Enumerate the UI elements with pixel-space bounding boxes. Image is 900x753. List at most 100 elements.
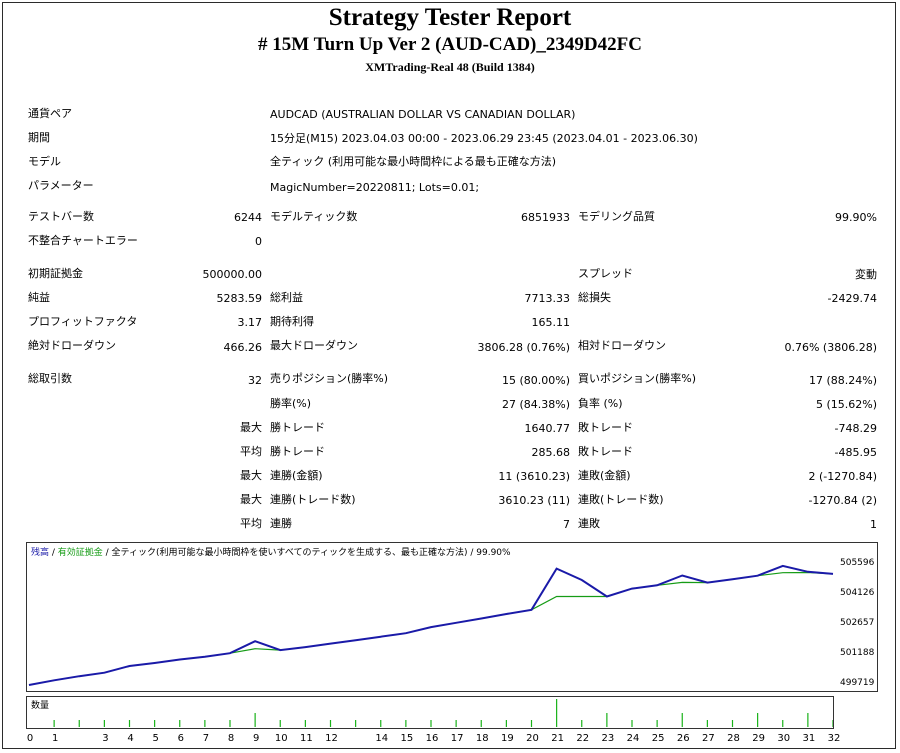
server-info: XMTrading-Real 48 (Build 1384) xyxy=(365,60,535,74)
max-drawdown-label: 最大ドローダウン xyxy=(270,339,358,352)
series-line-1 xyxy=(28,571,834,686)
avg-loss-value: -485.95 xyxy=(834,446,877,459)
abs-drawdown-value: 466.26 xyxy=(223,341,263,354)
params-label: パラメーター xyxy=(28,179,94,192)
avg-loss-label: 敗トレード xyxy=(578,445,633,458)
bars-label: テストバー数 xyxy=(28,210,94,223)
long-positions-value: 17 (88.24%) xyxy=(808,374,877,387)
legend-balance: 残高 xyxy=(31,548,50,558)
x-tick-label: 25 xyxy=(651,733,665,744)
x-tick-label: 28 xyxy=(727,733,740,744)
errors-label: 不整合チャートエラー xyxy=(28,234,138,247)
x-tick-label: 11 xyxy=(300,733,313,744)
short-positions-value: 15 (80.00%) xyxy=(501,374,570,387)
expected-payoff-value: 165.11 xyxy=(531,316,571,329)
x-tick-label: 18 xyxy=(475,733,489,744)
y-tick-label: 499719 xyxy=(840,678,875,688)
x-tick-label: 4 xyxy=(127,733,134,744)
rel-drawdown-value: 0.76% (3806.28) xyxy=(784,341,877,354)
ticks-label: モデルティック数 xyxy=(270,210,358,223)
legend-sep: / xyxy=(49,548,58,558)
cons-loss-money-value: 2 (-1270.84) xyxy=(808,470,877,483)
x-tick-label: 22 xyxy=(576,733,590,744)
max-label: 最大 xyxy=(240,421,262,434)
y-tick-label: 502657 xyxy=(840,618,875,629)
x-tick-label: 14 xyxy=(375,733,389,744)
x-tick-label: 29 xyxy=(752,733,765,744)
x-tick-label: 23 xyxy=(601,733,615,744)
avg-cons-loss-label: 連敗 xyxy=(578,517,600,530)
x-tick-label: 5 xyxy=(152,733,159,744)
win-rate-label: 勝率(%) xyxy=(270,397,312,410)
avg-cons-loss-value: 1 xyxy=(870,518,877,531)
max-loss-label: 敗トレード xyxy=(578,421,633,434)
x-tick-label: 8 xyxy=(227,733,235,744)
balance-plot xyxy=(28,564,834,686)
max-label-3: 最大 xyxy=(240,493,262,506)
cons-win-money-value: 11 (3610.23) xyxy=(498,470,570,483)
x-tick-label: 24 xyxy=(626,733,640,744)
x-tick-label: 15 xyxy=(400,733,414,744)
x-tick-label: 21 xyxy=(551,733,564,744)
total-trades-value: 32 xyxy=(248,374,262,387)
max-win-label: 勝トレード xyxy=(270,421,325,434)
gross-loss-label: 総損失 xyxy=(578,291,611,304)
quality-label: モデリング品質 xyxy=(578,210,655,223)
symbol-label: 通貨ペア xyxy=(28,107,72,120)
avg-win-label: 勝トレード xyxy=(270,445,325,458)
x-tick-label: 7 xyxy=(202,733,210,744)
volume-plot xyxy=(53,699,833,727)
params-value: MagicNumber=20220811; Lots=0.01; xyxy=(270,181,480,194)
y-tick-label: 504126 xyxy=(840,588,875,599)
abs-drawdown-label: 絶対ドローダウン xyxy=(28,339,116,352)
volume-label: 数量 xyxy=(31,701,50,711)
series-line-0 xyxy=(28,564,834,686)
x-tick-label: 26 xyxy=(676,733,690,744)
spread-label: スプレッド xyxy=(578,267,633,280)
quality-value: 99.90% xyxy=(835,211,877,224)
cons-win-count-value: 3610.23 (11) xyxy=(498,494,570,507)
long-positions-label: 買いポジション(勝率%) xyxy=(578,372,697,385)
report-title: Strategy Tester Report xyxy=(328,4,572,31)
gross-loss-value: -2429.74 xyxy=(827,292,877,305)
max-loss-value: -748.29 xyxy=(834,422,877,435)
y-tick-label: 505596 xyxy=(840,558,875,569)
cons-loss-count-value: -1270.84 (2) xyxy=(808,494,877,507)
period-value: 15分足(M15) 2023.04.03 00:00 - 2023.06.29 … xyxy=(270,132,698,145)
expected-payoff-label: 期待利得 xyxy=(270,315,314,328)
spread-value: 変動 xyxy=(855,268,877,281)
legend-equity: 有効証拠金 xyxy=(57,548,103,558)
chart-legend: 残高 / 有効証拠金 / 全ティック(利用可能な最小時間枠を使いすべてのティック… xyxy=(31,545,511,558)
avg-win-value: 285.68 xyxy=(531,446,571,459)
model-value: 全ティック (利用可能な最小時間枠による最も正確な方法) xyxy=(270,155,557,168)
x-tick-label: 16 xyxy=(425,733,439,744)
y-tick-label: 501188 xyxy=(840,648,875,659)
ticks-value: 6851933 xyxy=(521,211,570,224)
win-rate-value: 27 (84.38%) xyxy=(501,398,570,411)
cons-win-count-label: 連勝(トレード数) xyxy=(270,493,356,506)
max-win-value: 1640.77 xyxy=(524,422,571,435)
balance-chart: 残高 / 有効証拠金 / 全ティック(利用可能な最小時間枠を使いすべてのティック… xyxy=(26,542,878,692)
x-tick-label: 10 xyxy=(274,733,288,744)
x-tick-label: 32 xyxy=(827,733,841,744)
x-tick-label: 30 xyxy=(777,733,791,744)
rel-drawdown-label: 相対ドローダウン xyxy=(578,339,666,352)
volume-chart: 数量 xyxy=(26,696,834,729)
profit-factor-label: プロフィットファクタ xyxy=(28,315,138,328)
x-tick-label: 17 xyxy=(450,733,464,744)
errors-value: 0 xyxy=(255,235,262,248)
loss-rate-label: 負率 (%) xyxy=(578,397,623,410)
net-profit-label: 純益 xyxy=(28,291,50,304)
x-tick-label: 20 xyxy=(526,733,539,744)
x-tick-label: 1 xyxy=(51,733,59,744)
profit-factor-value: 3.17 xyxy=(237,316,263,329)
avg-label: 平均 xyxy=(240,445,262,458)
bars-value: 6244 xyxy=(234,211,262,224)
legend-rest: / 全ティック(利用可能な最小時間枠を使いすべてのティックを生成する、最も正確な… xyxy=(102,548,511,558)
x-tick-label: 0 xyxy=(26,733,34,744)
x-tick-label: 6 xyxy=(177,733,184,744)
gross-profit-label: 総利益 xyxy=(270,291,303,304)
loss-rate-value: 5 (15.62%) xyxy=(815,398,877,411)
max-drawdown-value: 3806.28 (0.76%) xyxy=(477,341,570,354)
short-positions-label: 売りポジション(勝率%) xyxy=(270,372,389,385)
